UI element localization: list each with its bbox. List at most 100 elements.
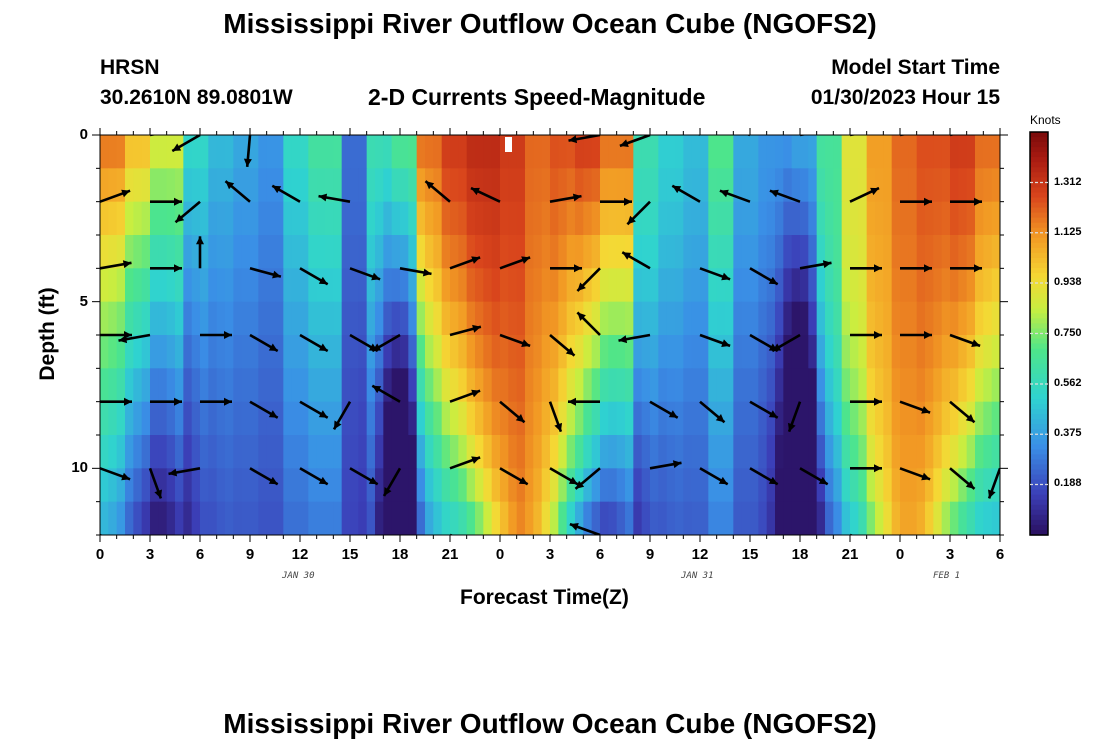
heat-cell bbox=[975, 368, 984, 403]
heat-cell bbox=[441, 135, 451, 169]
heat-cell bbox=[700, 501, 709, 535]
heat-cell bbox=[750, 368, 759, 403]
heat-cell bbox=[875, 135, 884, 169]
heat-cell bbox=[466, 435, 476, 469]
heat-cell bbox=[266, 201, 276, 236]
colorbar-swatch bbox=[1030, 449, 1048, 455]
heat-cell bbox=[950, 501, 959, 535]
current-vector bbox=[150, 397, 182, 406]
heat-cell bbox=[291, 501, 301, 535]
heat-cell bbox=[325, 401, 334, 436]
heat-cell bbox=[300, 135, 309, 169]
heat-cell bbox=[258, 168, 268, 203]
heat-cell bbox=[125, 201, 134, 236]
heat-cell bbox=[466, 501, 476, 535]
heat-cell bbox=[700, 235, 709, 269]
heat-cell bbox=[241, 468, 251, 503]
heat-cell bbox=[933, 201, 943, 236]
heat-cell bbox=[850, 235, 859, 269]
colorbar-swatch bbox=[1030, 459, 1048, 466]
heat-cell bbox=[983, 368, 993, 403]
heat-cell bbox=[616, 235, 626, 269]
current-vector bbox=[449, 456, 481, 470]
current-vector bbox=[449, 389, 481, 403]
heat-cell bbox=[558, 268, 568, 303]
heat-cell bbox=[325, 135, 334, 169]
heat-cell bbox=[125, 268, 134, 303]
heat-cell bbox=[158, 335, 168, 369]
heat-cell bbox=[425, 501, 434, 535]
heat-cell bbox=[991, 368, 1000, 403]
heat-cell bbox=[933, 468, 943, 503]
colorbar-swatch bbox=[1030, 262, 1048, 269]
heat-cell bbox=[225, 435, 234, 469]
colorbar-swatch bbox=[1030, 212, 1048, 219]
heat-cell bbox=[958, 501, 968, 535]
heat-cell bbox=[191, 168, 201, 203]
heat-cell bbox=[875, 268, 884, 303]
heat-cell bbox=[450, 368, 459, 403]
heat-cell bbox=[325, 435, 334, 469]
heat-cell bbox=[741, 435, 751, 469]
heat-cell bbox=[716, 368, 726, 403]
heat-cell bbox=[100, 268, 109, 303]
heat-cell bbox=[575, 435, 584, 469]
heat-cell bbox=[533, 501, 543, 535]
heat-cell bbox=[175, 268, 184, 303]
heat-cell bbox=[325, 335, 334, 369]
heat-cell bbox=[333, 335, 343, 369]
heat-cell bbox=[391, 435, 401, 469]
colorbar-swatch bbox=[1030, 388, 1048, 395]
heat-cell bbox=[966, 168, 976, 203]
heat-cell bbox=[450, 301, 459, 336]
current-vector bbox=[349, 267, 381, 281]
heat-cell bbox=[541, 468, 551, 503]
current-vector bbox=[949, 467, 976, 490]
heat-cell bbox=[975, 135, 984, 169]
heat-cell bbox=[383, 335, 393, 369]
heat-cell bbox=[983, 335, 993, 369]
heat-cell bbox=[525, 335, 534, 369]
heat-cell bbox=[833, 401, 843, 436]
heat-cell bbox=[191, 201, 201, 236]
current-vector bbox=[1000, 198, 1032, 206]
heat-cell bbox=[991, 235, 1000, 269]
heat-cell bbox=[350, 135, 359, 169]
heat-cell bbox=[625, 335, 634, 369]
heat-cell bbox=[475, 168, 484, 203]
heat-cell bbox=[600, 201, 609, 236]
heat-cell bbox=[941, 168, 951, 203]
heat-cell bbox=[483, 135, 493, 169]
heat-cell bbox=[900, 168, 909, 203]
heat-cell bbox=[500, 168, 509, 203]
heat-cell bbox=[366, 335, 376, 369]
heat-cell bbox=[141, 335, 151, 369]
heat-cell bbox=[550, 235, 559, 269]
heat-cell bbox=[183, 135, 193, 169]
heat-cell bbox=[350, 201, 359, 236]
current-vector bbox=[224, 180, 251, 203]
colorbar-tick-label: 0.938 bbox=[1054, 275, 1082, 288]
heat-cell bbox=[158, 235, 168, 269]
colorbar-swatch bbox=[1030, 383, 1048, 390]
heat-cell bbox=[316, 501, 326, 535]
heat-cell bbox=[350, 468, 359, 503]
heat-cell bbox=[775, 301, 784, 336]
heat-cell bbox=[208, 235, 218, 269]
heat-cell bbox=[950, 435, 959, 469]
heat-cell bbox=[158, 435, 168, 469]
heat-cell bbox=[475, 268, 484, 303]
heat-cell bbox=[583, 168, 593, 203]
heat-cell bbox=[516, 468, 526, 503]
heat-cell bbox=[325, 168, 334, 203]
heat-cell bbox=[775, 135, 784, 169]
heat-cell bbox=[383, 468, 393, 503]
heat-cell bbox=[733, 401, 743, 436]
heat-cell bbox=[750, 201, 759, 236]
heat-cell bbox=[875, 435, 884, 469]
heat-cell bbox=[433, 335, 443, 369]
heat-cell bbox=[783, 168, 793, 203]
heat-cell bbox=[900, 201, 909, 236]
heat-cell bbox=[850, 435, 859, 469]
heat-cell bbox=[966, 368, 976, 403]
